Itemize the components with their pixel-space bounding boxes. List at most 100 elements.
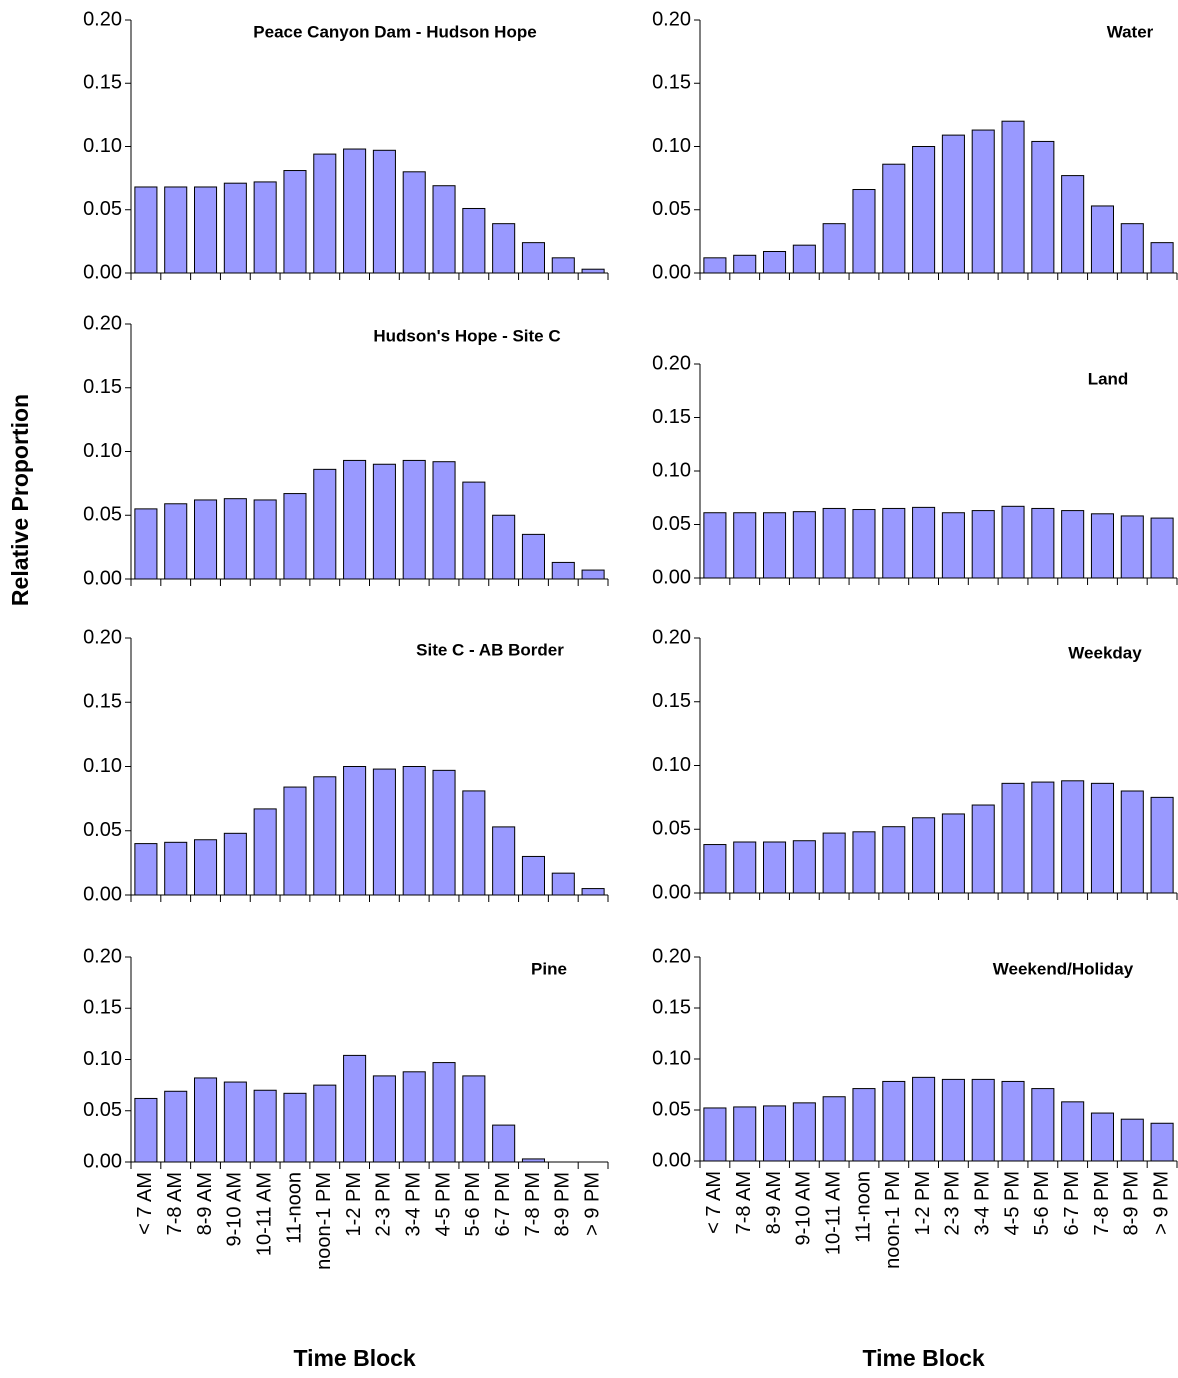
bar (283, 786, 307, 896)
y-tick-label: 0.20 (652, 945, 691, 967)
bar (703, 257, 727, 274)
y-tick-label: 0.00 (652, 1149, 691, 1171)
x-tick-label: 8-9 PM (1121, 1171, 1143, 1235)
bar (223, 1081, 247, 1163)
bar (1120, 790, 1144, 894)
y-tick-label: 0.15 (83, 72, 122, 94)
bar (343, 1054, 367, 1163)
y-tick-label: 0.10 (83, 755, 122, 777)
x-tick-label: 3-4 PM (972, 1171, 994, 1235)
bar (194, 499, 218, 580)
bar (402, 1071, 426, 1163)
y-tick-label: 0.10 (83, 135, 122, 157)
bar (1061, 1101, 1085, 1162)
bar (1120, 223, 1144, 274)
bar (194, 186, 218, 274)
bar (432, 461, 456, 580)
bar (912, 817, 936, 894)
bar (882, 507, 906, 579)
y-tick-label: 0.15 (83, 691, 122, 713)
y-tick-label: 0.00 (83, 1150, 122, 1172)
bar (1090, 205, 1114, 274)
bar (971, 510, 995, 579)
y-tick-label: 0.20 (652, 352, 691, 374)
bar (971, 804, 995, 894)
y-tick-label: 0.05 (652, 513, 691, 535)
y-tick-label: 0.15 (652, 72, 691, 94)
bar (1031, 507, 1055, 579)
y-tick-label: 0.10 (652, 135, 691, 157)
bar (1001, 505, 1025, 579)
bar (941, 134, 965, 274)
y-tick-label: 0.10 (652, 459, 691, 481)
bar (763, 250, 787, 274)
bar (971, 129, 995, 274)
bar (462, 790, 486, 896)
y-tick-label: 0.15 (83, 997, 122, 1019)
bar (343, 148, 367, 274)
x-tick-label: > 9 PM (581, 1172, 603, 1236)
x-tick-label: < 7 AM (703, 1171, 725, 1234)
bar (1090, 1112, 1114, 1162)
bar (223, 832, 247, 896)
panel-title: Weekend/Holiday (993, 959, 1134, 978)
y-tick-label: 0.00 (83, 567, 122, 589)
bar (194, 1077, 218, 1163)
bar (492, 1124, 516, 1163)
bar (432, 769, 456, 896)
bar (792, 840, 816, 894)
bar (581, 268, 605, 274)
y-tick-label: 0.20 (83, 312, 122, 334)
bar (134, 186, 158, 274)
bar (462, 481, 486, 580)
bar (763, 1105, 787, 1162)
bar (253, 499, 277, 580)
y-tick-label: 0.10 (83, 440, 122, 462)
bar (882, 163, 906, 274)
bar (822, 223, 846, 274)
bar (852, 1088, 876, 1162)
x-tick-label: 5-6 PM (1031, 1171, 1053, 1235)
bar (551, 257, 575, 274)
bar (852, 189, 876, 274)
panel-title: Pine (531, 959, 567, 978)
bar (1001, 1080, 1025, 1162)
x-tick-label: 6-7 PM (492, 1172, 514, 1236)
bar (763, 841, 787, 894)
panel-title: Water (1107, 22, 1154, 41)
bar (1120, 1118, 1144, 1162)
bar (521, 855, 545, 896)
bar (1150, 517, 1174, 579)
y-tick-label: 0.00 (652, 566, 691, 588)
panel-title: Site C - AB Border (416, 640, 564, 659)
bar (703, 844, 727, 894)
bar (372, 768, 396, 896)
y-tick-label: 0.00 (83, 261, 122, 283)
bar (551, 872, 575, 896)
y-tick-label: 0.00 (83, 883, 122, 905)
bar (462, 1075, 486, 1163)
x-tick-label: 4-5 PM (1001, 1171, 1023, 1235)
y-tick-label: 0.05 (652, 198, 691, 220)
bar (372, 149, 396, 274)
y-tick-label: 0.20 (652, 8, 691, 30)
y-tick-label: 0.20 (83, 8, 122, 30)
bar (763, 512, 787, 579)
y-tick-label: 0.20 (652, 626, 691, 648)
bar (971, 1078, 995, 1162)
bar (313, 1084, 337, 1163)
bar (134, 843, 158, 896)
bar (912, 506, 936, 579)
bar (852, 509, 876, 579)
bar (402, 171, 426, 274)
bar (792, 1102, 816, 1162)
panel-title: Hudson's Hope - Site C (373, 326, 560, 345)
bar (1001, 782, 1025, 894)
y-axis-title: Relative Proportion (7, 394, 33, 606)
bar (822, 507, 846, 579)
bar (1031, 781, 1055, 894)
bar (1031, 1088, 1055, 1162)
x-axis-title: Time Block (293, 1345, 415, 1371)
y-tick-label: 0.05 (652, 818, 691, 840)
